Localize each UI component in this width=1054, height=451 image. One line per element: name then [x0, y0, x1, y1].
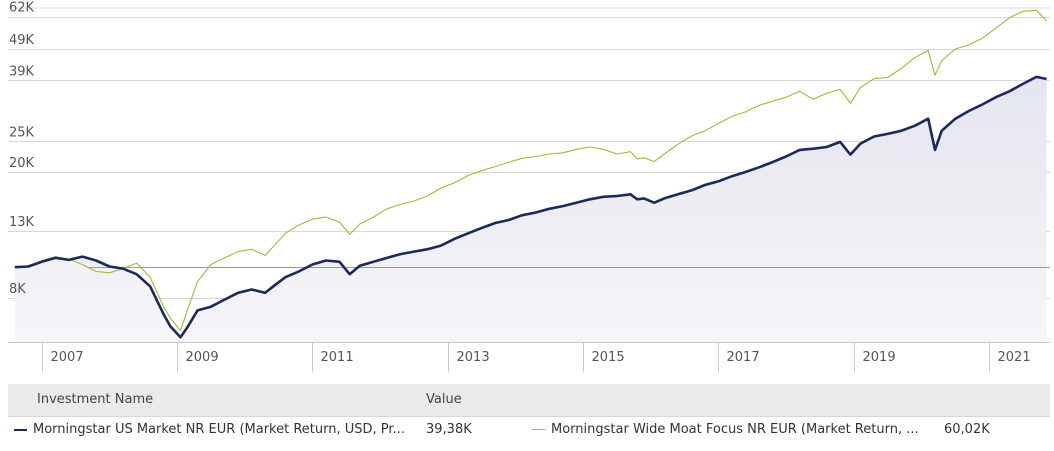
y-tick-20K: 20K — [9, 156, 35, 171]
us-market-swatch — [14, 428, 27, 431]
legend-entry-us-market[interactable]: Morningstar US Market NR EUR (Market Ret… — [14, 422, 405, 437]
us-market-line — [14, 75, 1047, 339]
y-tick-8K: 8K — [9, 282, 26, 297]
legend-row: Morningstar US Market NR EUR (Market Ret… — [8, 416, 1050, 446]
x-label-2013: 2013 — [457, 350, 490, 365]
area-fill-layer — [14, 76, 1047, 343]
y-tick-39K: 39K — [9, 64, 35, 79]
x-axis: 2007 2009 2011 2013 2015 2017 2019 2021 — [8, 342, 1050, 372]
x-label-2009: 2009 — [186, 350, 219, 365]
legend-entry-wide-moat[interactable]: Morningstar Wide Moat Focus NR EUR (Mark… — [532, 422, 919, 437]
wide-moat-line — [14, 9, 1048, 332]
wide-moat-name: Morningstar Wide Moat Focus NR EUR (Mark… — [551, 422, 919, 437]
growth-chart: 8K 13K 20K 25K 39K 49K 62K 2007 2009 2011 2013 201… — [8, 1, 1050, 372]
x-label-2015: 2015 — [592, 350, 625, 365]
legend-header: Investment Name Value — [8, 384, 1050, 417]
x-label-2011: 2011 — [321, 350, 354, 365]
x-label-2019: 2019 — [863, 350, 896, 365]
x-label-2007: 2007 — [51, 350, 84, 365]
series-layer — [14, 9, 1048, 339]
y-tick-62K: 62K — [9, 1, 35, 16]
us-market-name: Morningstar US Market NR EUR (Market Ret… — [33, 422, 405, 437]
x-label-2021: 2021 — [998, 350, 1031, 365]
wide-moat-swatch — [532, 429, 545, 430]
y-tick-25K: 25K — [9, 125, 35, 140]
value-header: Value — [426, 392, 462, 407]
wide-moat-value: 60,02K — [944, 422, 990, 437]
x-label-2017: 2017 — [727, 350, 760, 365]
y-axis-labels: 8K 13K 20K 25K 39K 49K 62K — [9, 1, 35, 297]
y-tick-49K: 49K — [9, 33, 35, 48]
y-tick-13K: 13K — [9, 215, 35, 230]
investment-name-header: Investment Name — [37, 392, 154, 407]
us-market-value: 39,38K — [426, 422, 472, 437]
us-market-area — [14, 76, 1047, 343]
